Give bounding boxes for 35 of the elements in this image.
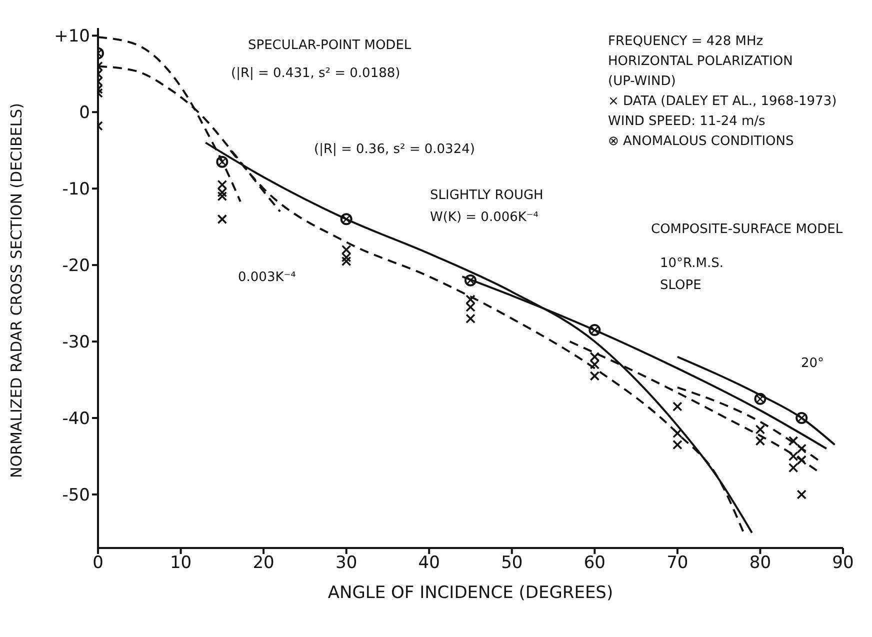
annotation: COMPOSITE-SURFACE MODEL <box>651 222 843 237</box>
annotation: (|R| = 0.36, s² = 0.0324) <box>314 142 475 157</box>
x-tick-label: 30 <box>336 553 358 574</box>
x-tick-label: 40 <box>418 553 440 574</box>
y-tick-label: -10 <box>62 180 90 200</box>
x-tick-label: 60 <box>584 553 606 574</box>
annotation: (UP-WIND) <box>608 74 676 89</box>
x-axis-title: ANGLE OF INCIDENCE (DEGREES) <box>328 583 614 603</box>
y-tick-label: -20 <box>62 256 90 276</box>
annotation: 20° <box>801 356 824 371</box>
y-tick-label: -40 <box>62 409 90 430</box>
x-tick-label: 0 <box>92 553 104 574</box>
x-tick-label: 20 <box>252 553 274 574</box>
y-tick-label: +10 <box>54 26 90 47</box>
annotation: W(K) = 0.006K⁻⁴ <box>430 210 538 225</box>
y-tick-label: -30 <box>62 332 90 353</box>
annotation: SLIGHTLY ROUGH <box>430 188 544 203</box>
x-tick-label: 10 <box>170 553 192 574</box>
annotation: FREQUENCY = 428 MHz <box>608 34 764 49</box>
x-tick-label: 70 <box>666 553 688 574</box>
x-tick-label: 50 <box>501 553 523 574</box>
x-tick-label: 80 <box>749 553 772 574</box>
annotation: (|R| = 0.431, s² = 0.0188) <box>231 66 400 81</box>
y-tick-label: -50 <box>62 486 90 506</box>
annotation: WIND SPEED: 11-24 m/s <box>608 114 766 129</box>
y-tick-label: 0 <box>79 103 90 124</box>
annotation: 0.003K⁻⁴ <box>238 270 296 285</box>
annotation: SLOPE <box>660 278 702 293</box>
annotation: ⊗ ANOMALOUS CONDITIONS <box>608 134 794 149</box>
annotation: × DATA (DALEY ET AL., 1968-1973) <box>608 94 837 109</box>
annotation: HORIZONTAL POLARIZATION <box>608 54 793 69</box>
annotation: 10°R.M.S. <box>660 256 724 271</box>
y-axis-title: NORMALIZED RADAR CROSS SECTION (DECIBELS) <box>7 103 26 478</box>
x-tick-label: 90 <box>832 553 854 574</box>
annotation: SPECULAR-POINT MODEL <box>248 38 412 53</box>
